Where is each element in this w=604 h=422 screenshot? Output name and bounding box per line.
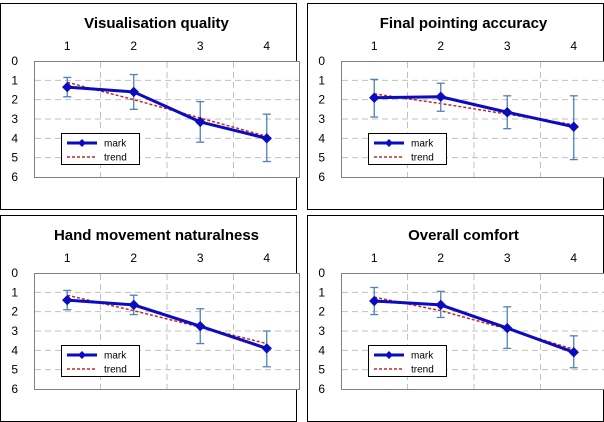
y-tick-label: 4: [11, 131, 18, 145]
y-tick-label: 5: [11, 363, 18, 377]
data-point: [568, 121, 579, 132]
data-point: [568, 347, 579, 358]
x-tick-label: 4: [570, 251, 577, 265]
legend-label-mark: mark: [411, 139, 434, 150]
x-tick-label: 2: [437, 39, 444, 53]
trend-line: [67, 294, 267, 345]
data-point: [62, 294, 73, 306]
y-tick-label: 2: [11, 305, 18, 319]
y-tick-label: 2: [318, 93, 325, 107]
y-tick-label: 5: [318, 363, 325, 377]
y-tick-label: 6: [318, 382, 325, 396]
data-point: [435, 299, 446, 311]
x-tick-label: 4: [263, 251, 270, 265]
chart-panel: Visualisation quality 0 1 2 3 4 5 6 1 2 3 4 mark tren…: [0, 3, 300, 210]
legend-label-mark: mark: [104, 351, 127, 362]
x-tick-label: 1: [64, 39, 71, 53]
x-tick-label: 4: [570, 39, 577, 53]
legend-box: [61, 133, 140, 165]
x-tick-label: 2: [130, 251, 137, 265]
mark-line: [374, 299, 575, 354]
data-point: [128, 86, 139, 98]
data-point: [62, 81, 73, 93]
data-point: [502, 322, 513, 334]
y-tick-label: 3: [11, 324, 18, 338]
y-tick-label: 6: [11, 382, 18, 396]
data-point: [502, 107, 513, 118]
legend: mark trend: [368, 133, 447, 165]
legend-diamond-icon: [78, 351, 86, 359]
x-tick-label: 4: [263, 39, 270, 53]
legend-box: [61, 345, 140, 377]
trend-line: [374, 93, 574, 126]
legend-diamond-icon: [385, 351, 393, 359]
x-tick-label: 3: [197, 251, 204, 265]
data-point: [435, 91, 446, 102]
data-point: [195, 320, 206, 332]
legend: mark trend: [61, 133, 140, 165]
data-point: [261, 343, 272, 354]
legend-label-trend: trend: [104, 153, 127, 164]
y-tick-label: 1: [11, 285, 18, 299]
y-tick-label: 0: [318, 266, 325, 280]
legend-label-trend: trend: [104, 365, 127, 376]
x-tick-label: 3: [197, 39, 204, 53]
x-tick-label: 1: [371, 39, 378, 53]
x-tick-label: 1: [371, 251, 378, 265]
y-tick-label: 4: [318, 343, 325, 357]
data-point: [369, 295, 380, 307]
y-tick-label: 3: [318, 324, 325, 338]
y-tick-label: 4: [318, 131, 325, 145]
legend-diamond-icon: [78, 139, 86, 147]
x-tick-label: 3: [504, 251, 511, 265]
legend-box: [368, 133, 447, 165]
chart-panel: Hand movement naturalness 0 1 2 3 4 5 6 1 2 3 4 mark…: [0, 215, 300, 422]
y-tick-label: 3: [11, 112, 18, 126]
chart-title: Hand movement naturalness: [54, 227, 259, 244]
y-tick-label: 1: [318, 285, 325, 299]
x-tick-label: 1: [64, 251, 71, 265]
legend: mark trend: [368, 345, 447, 377]
legend-label-trend: trend: [411, 365, 434, 376]
chart-title: Final pointing accuracy: [380, 15, 548, 32]
legend-label-trend: trend: [411, 153, 434, 164]
y-tick-label: 4: [11, 343, 18, 357]
chart-title: Visualisation quality: [84, 15, 229, 32]
y-tick-label: 0: [11, 54, 18, 68]
y-tick-label: 6: [318, 170, 325, 184]
x-tick-label: 2: [130, 39, 137, 53]
data-point: [261, 133, 272, 144]
y-tick-label: 5: [11, 151, 18, 165]
y-tick-label: 1: [318, 73, 325, 87]
x-tick-label: 2: [437, 251, 444, 265]
data-point: [195, 116, 206, 128]
chart-panel: Final pointing accuracy 0 1 2 3 4 5 6 1 2 3 4 mark tr…: [307, 3, 604, 210]
legend-box: [368, 345, 447, 377]
data-point: [369, 92, 380, 103]
legend-label-mark: mark: [411, 351, 434, 362]
data-point: [128, 299, 139, 311]
y-tick-label: 0: [11, 266, 18, 280]
legend: mark trend: [61, 345, 140, 377]
y-tick-label: 2: [318, 305, 325, 319]
y-tick-label: 5: [318, 151, 325, 165]
legend-diamond-icon: [385, 139, 393, 147]
mark-line: [374, 95, 575, 129]
y-tick-label: 1: [11, 73, 18, 87]
y-tick-label: 3: [318, 112, 325, 126]
y-tick-label: 0: [318, 54, 325, 68]
y-tick-label: 6: [11, 170, 18, 184]
mark-line: [67, 85, 268, 140]
chart-title: Overall comfort: [408, 227, 519, 244]
chart-panel: Overall comfort 0 1 2 3 4 5 6 1 2 3 4 mark trend: [307, 215, 604, 422]
trend-line: [67, 81, 267, 138]
x-tick-label: 3: [504, 39, 511, 53]
mark-line: [67, 298, 268, 350]
y-tick-label: 2: [11, 93, 18, 107]
legend-label-mark: mark: [104, 139, 127, 150]
